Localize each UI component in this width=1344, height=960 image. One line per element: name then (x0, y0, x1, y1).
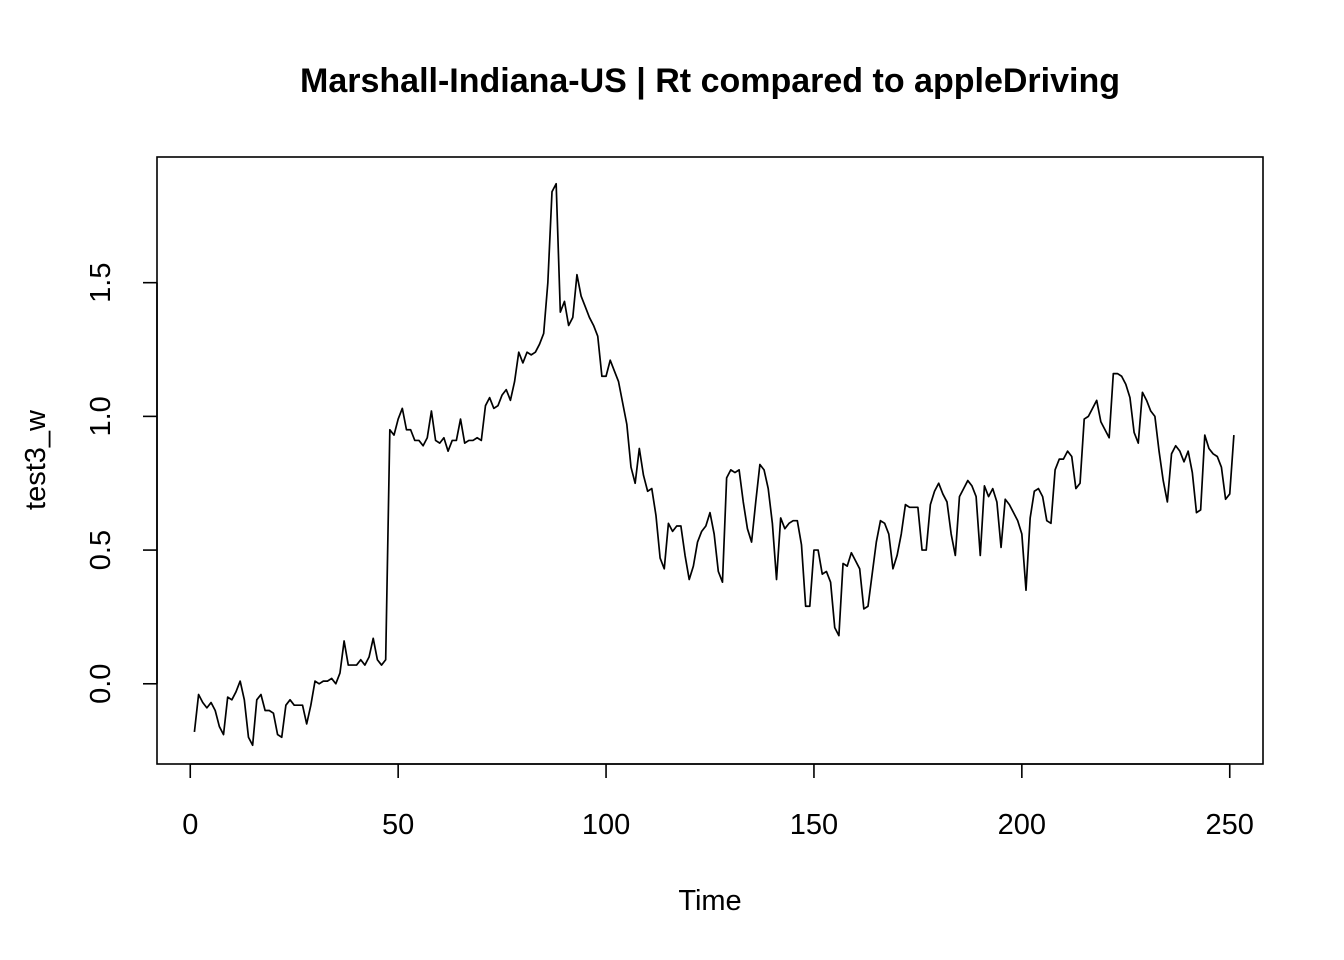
x-axis: 0 50 100 150 200 250 (182, 763, 1254, 841)
y-axis: 0.0 0.5 1.0 1.5 (85, 263, 158, 704)
y-tick-label: 0.5 (85, 530, 117, 570)
x-tick-label: 50 (382, 809, 414, 841)
x-tick-label: 100 (582, 809, 630, 841)
x-tick-label: 0 (182, 809, 198, 841)
x-tick-label: 250 (1206, 809, 1254, 841)
x-tick-label: 200 (998, 809, 1046, 841)
y-axis-label: test3_w (20, 409, 52, 510)
plot-frame (156, 156, 1264, 765)
series-line (193, 182, 1235, 747)
x-tick-label: 150 (790, 809, 838, 841)
x-axis-label: Time (678, 885, 741, 917)
y-tick-label: 0.0 (85, 664, 117, 704)
y-tick-label: 1.0 (85, 396, 117, 436)
y-tick-label: 1.5 (85, 263, 117, 303)
chart-title: Marshall-Indiana-US | Rt compared to app… (300, 62, 1120, 100)
